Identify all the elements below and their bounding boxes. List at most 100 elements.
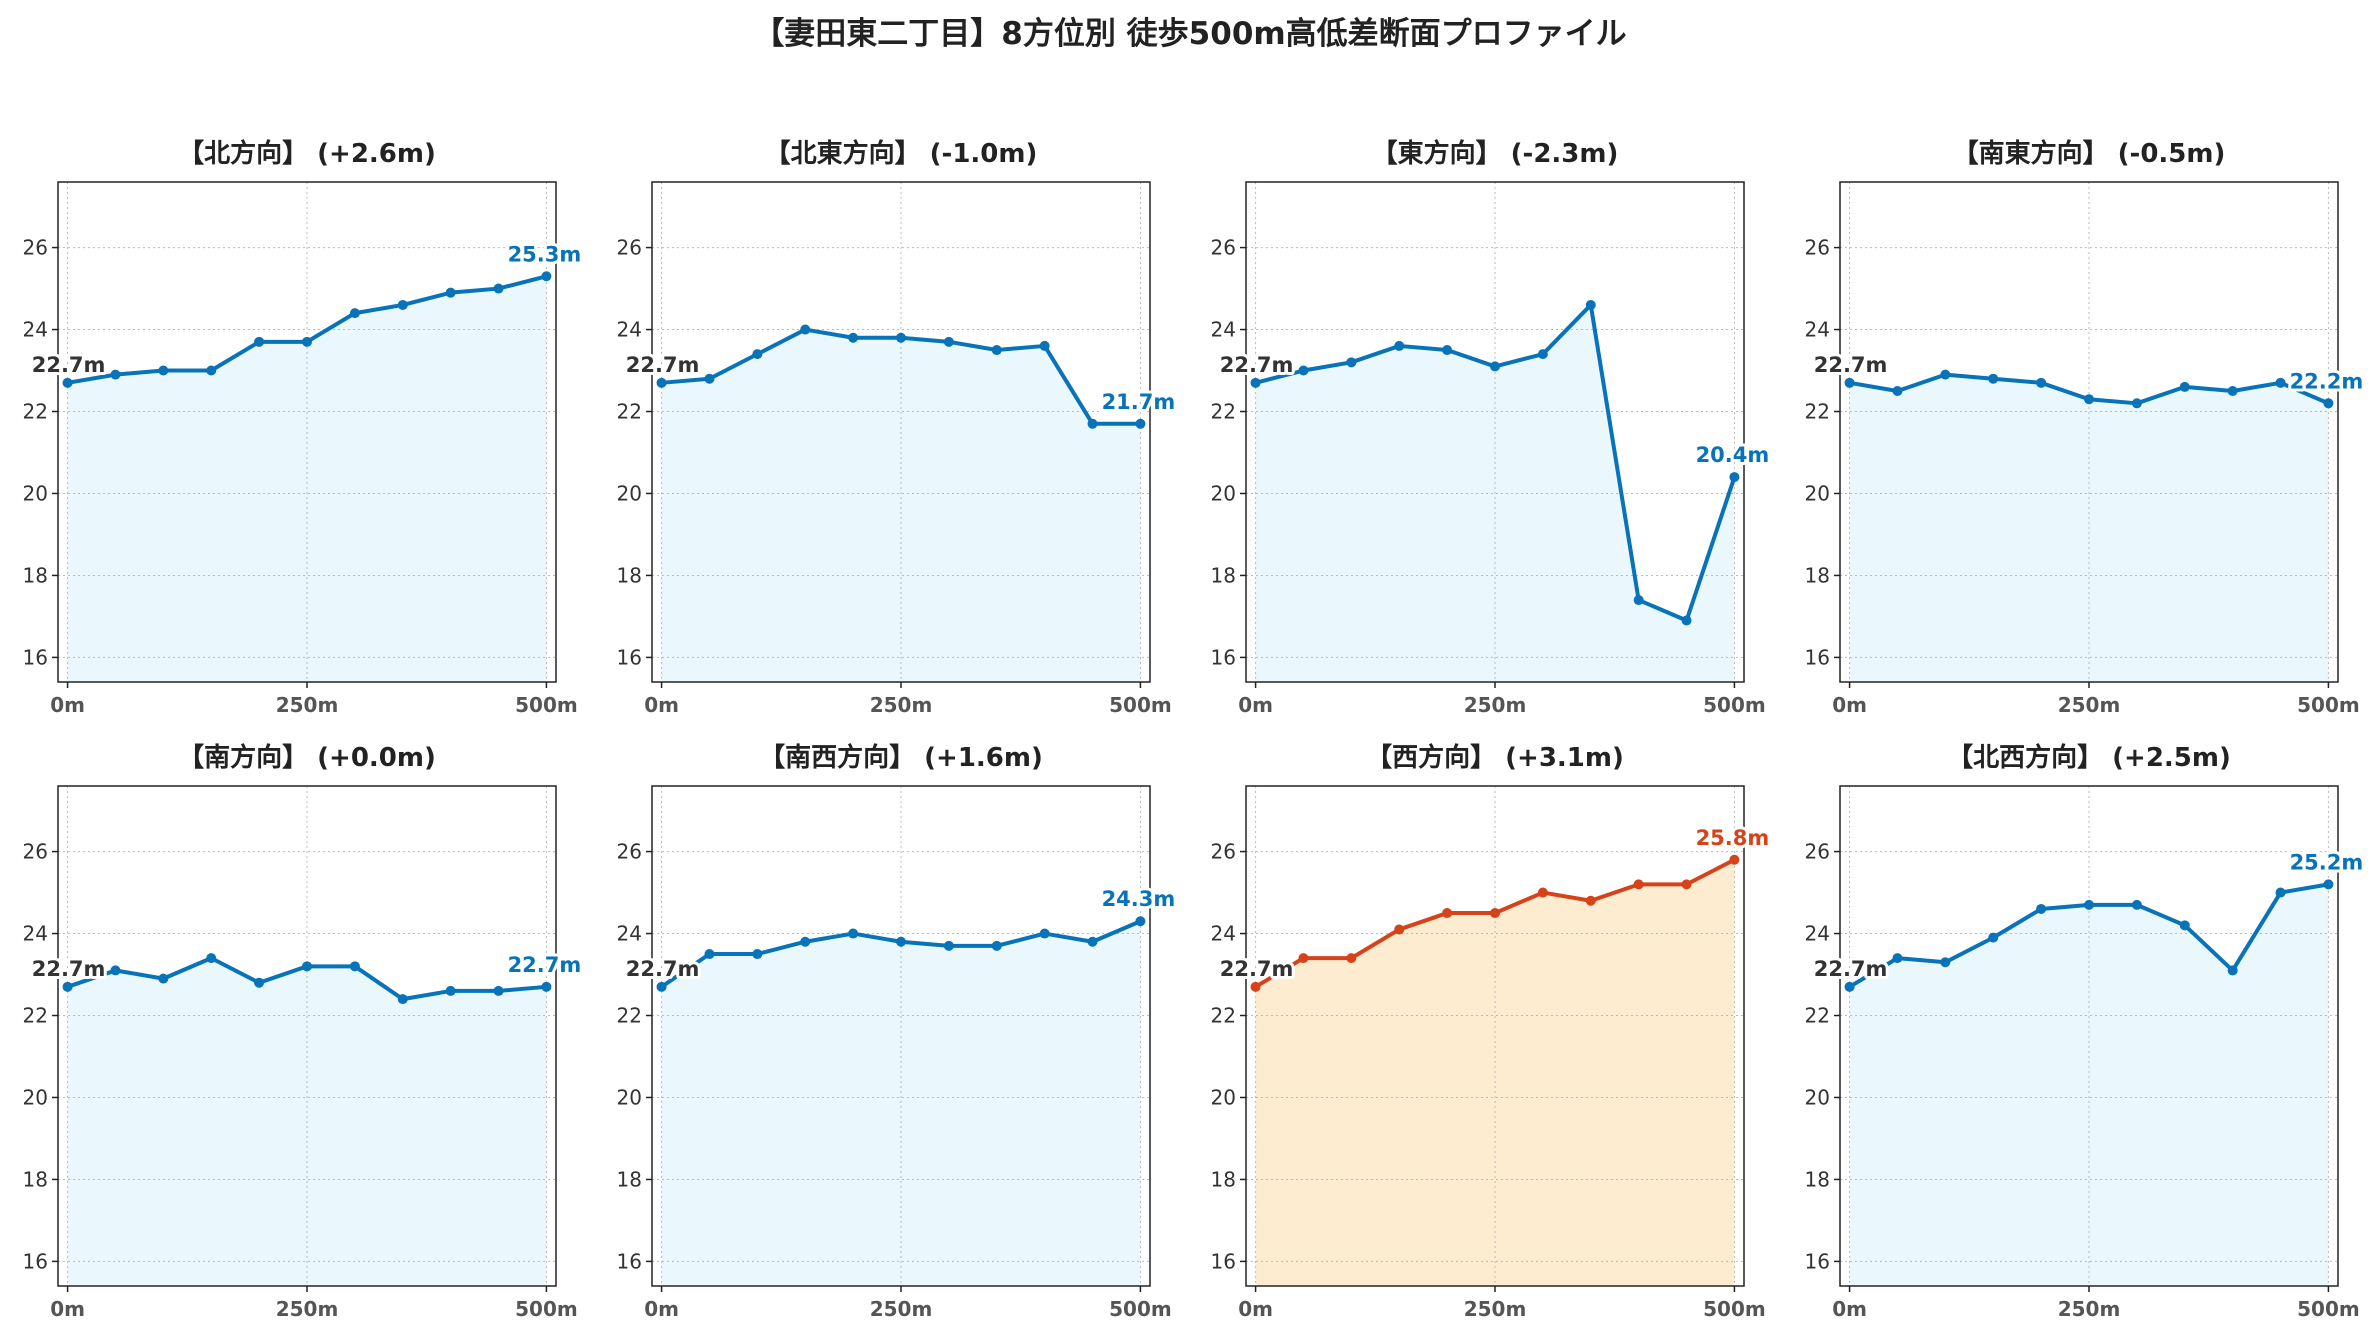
data-point bbox=[1039, 928, 1050, 939]
panel-title: 【西方向】 (+3.1m) bbox=[1366, 742, 1624, 773]
data-point bbox=[1135, 916, 1146, 927]
data-point bbox=[2275, 887, 2286, 898]
y-tick-label: 26 bbox=[23, 236, 48, 260]
data-point bbox=[1729, 854, 1740, 865]
data-point bbox=[2179, 381, 2190, 392]
data-point bbox=[704, 373, 715, 384]
data-point bbox=[1988, 373, 1999, 384]
data-point bbox=[1087, 418, 1098, 429]
start-value-label: 22.7m bbox=[1814, 353, 1888, 377]
y-tick-label: 18 bbox=[1805, 563, 1830, 587]
data-point bbox=[2227, 965, 2238, 976]
data-point bbox=[302, 336, 312, 347]
x-tick-label: 250m bbox=[276, 1297, 339, 1321]
panel-5: 【南方向】 (+0.0m) 16 18 20 22 24 26 0m 250m 500m 22.7m… bbox=[23, 742, 585, 1321]
x-tick-label: 250m bbox=[1464, 693, 1527, 717]
data-point bbox=[254, 977, 265, 988]
y-tick-label: 20 bbox=[23, 481, 48, 505]
y-tick-label: 20 bbox=[23, 1085, 48, 1109]
y-tick-label: 20 bbox=[1211, 1085, 1236, 1109]
start-value-label: 22.7m bbox=[32, 353, 106, 377]
data-point bbox=[206, 953, 217, 964]
end-label-halo: 21.7m bbox=[1102, 390, 1176, 414]
data-point bbox=[1346, 357, 1357, 368]
data-point bbox=[2323, 879, 2334, 890]
y-tick-label: 20 bbox=[1211, 481, 1236, 505]
data-point bbox=[2084, 899, 2094, 910]
data-point bbox=[1039, 340, 1050, 351]
panel-2: 【北東方向】 (-1.0m) 16 18 20 22 24 26 0m 250m 500m 22.7… bbox=[617, 138, 1179, 717]
data-point bbox=[2179, 920, 2190, 931]
end-label-halo: 20.4m bbox=[1696, 443, 1770, 467]
end-label-halo: 22.2m bbox=[2290, 369, 2364, 393]
start-value-label: 22.7m bbox=[626, 353, 700, 377]
data-point bbox=[1633, 595, 1644, 606]
y-tick-label: 16 bbox=[23, 645, 48, 669]
start-label-halo: 22.7m bbox=[626, 353, 700, 377]
data-point bbox=[1442, 908, 1453, 919]
end-value-label: 22.2m bbox=[2290, 369, 2364, 393]
data-point bbox=[1298, 953, 1309, 964]
end-value-label: 20.4m bbox=[1696, 443, 1770, 467]
data-point bbox=[110, 965, 121, 976]
data-point bbox=[991, 345, 1002, 356]
data-point bbox=[2131, 899, 2142, 910]
data-point bbox=[1298, 365, 1309, 376]
data-point bbox=[493, 985, 504, 996]
y-tick-label: 16 bbox=[1211, 645, 1236, 669]
data-point bbox=[1940, 957, 1951, 968]
end-value-label: 25.2m bbox=[2290, 850, 2364, 874]
end-label-halo: 22.7m bbox=[508, 953, 582, 977]
data-point bbox=[2036, 377, 2047, 388]
start-label-halo: 22.7m bbox=[1814, 957, 1888, 981]
data-point bbox=[1681, 879, 1692, 890]
x-tick-label: 250m bbox=[870, 693, 933, 717]
x-tick-label: 500m bbox=[1109, 1297, 1172, 1321]
y-tick-label: 20 bbox=[617, 481, 642, 505]
data-point bbox=[896, 936, 906, 947]
y-tick-label: 18 bbox=[617, 563, 642, 587]
start-label-halo: 22.7m bbox=[1220, 957, 1294, 981]
y-tick-label: 26 bbox=[1211, 236, 1236, 260]
area-fill bbox=[67, 276, 547, 682]
end-label-halo: 25.2m bbox=[2290, 850, 2364, 874]
panel-title: 【東方向】 (-2.3m) bbox=[1372, 138, 1619, 169]
data-point bbox=[1346, 953, 1357, 964]
data-point bbox=[1442, 345, 1453, 356]
x-tick-label: 0m bbox=[50, 693, 85, 717]
data-point bbox=[1844, 981, 1855, 992]
data-point bbox=[896, 332, 906, 343]
x-tick-label: 0m bbox=[50, 1297, 85, 1321]
data-point bbox=[800, 936, 811, 947]
y-tick-label: 24 bbox=[1211, 922, 1236, 946]
data-point bbox=[62, 981, 73, 992]
data-point bbox=[541, 271, 552, 282]
data-point bbox=[752, 349, 763, 360]
x-tick-label: 500m bbox=[515, 693, 578, 717]
x-tick-label: 0m bbox=[1832, 1297, 1867, 1321]
y-tick-label: 22 bbox=[617, 400, 642, 424]
start-value-label: 22.7m bbox=[626, 957, 700, 981]
y-tick-label: 26 bbox=[23, 840, 48, 864]
data-point bbox=[397, 994, 408, 1005]
data-point bbox=[943, 336, 954, 347]
x-tick-label: 500m bbox=[1703, 693, 1766, 717]
data-point bbox=[206, 365, 217, 376]
data-point bbox=[397, 299, 408, 310]
area-fill bbox=[1849, 884, 2329, 1286]
data-point bbox=[1729, 472, 1740, 483]
data-point bbox=[1537, 887, 1548, 898]
data-point bbox=[1892, 386, 1903, 397]
y-tick-label: 16 bbox=[23, 1249, 48, 1273]
y-tick-label: 24 bbox=[23, 922, 48, 946]
panels-container: 【北方向】 (+2.6m) 16 18 20 22 24 26 0m 250m 500m 22.7m… bbox=[23, 138, 2367, 1321]
x-tick-label: 0m bbox=[644, 693, 679, 717]
data-point bbox=[1940, 369, 1951, 380]
area-fill bbox=[661, 329, 1141, 682]
y-tick-label: 22 bbox=[617, 1004, 642, 1028]
end-label-halo: 24.3m bbox=[1102, 887, 1176, 911]
panel-8: 【北西方向】 (+2.5m) 16 18 20 22 24 26 0m 250m 500m 22.7… bbox=[1805, 742, 2367, 1321]
start-value-label: 22.7m bbox=[1220, 957, 1294, 981]
data-point bbox=[445, 287, 456, 298]
